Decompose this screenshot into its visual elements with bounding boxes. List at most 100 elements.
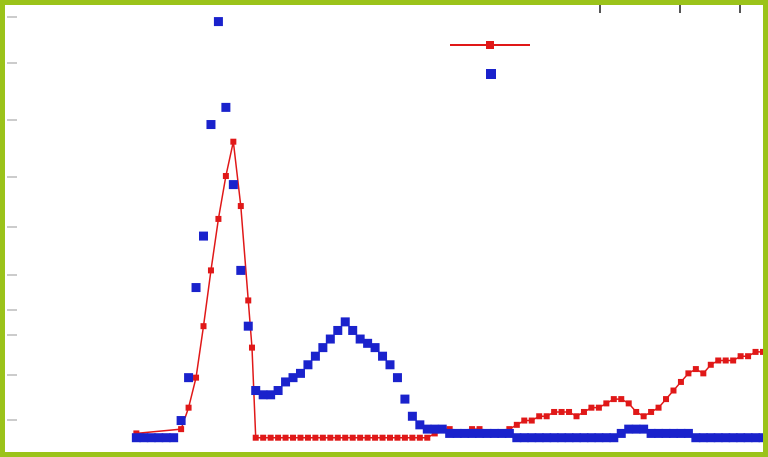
- series-1-point-29: [348, 325, 358, 335]
- series-1-point-26: [325, 334, 335, 344]
- series-0-point-31: [394, 434, 401, 441]
- series-1-point-1: [139, 433, 149, 443]
- series-1-point-20: [281, 377, 291, 387]
- series-1-point-67: [631, 424, 641, 434]
- series-1-point-56: [549, 433, 559, 443]
- series-1-point-80: [728, 433, 738, 443]
- series-1-point-48: [489, 428, 499, 438]
- series-1-point-27: [333, 325, 343, 335]
- series-0-point-9: [237, 203, 244, 210]
- series-0-point-51: [543, 413, 550, 420]
- series-0-point-12: [252, 434, 259, 441]
- series-1-point-52: [519, 433, 529, 443]
- series-0-point-71: [692, 366, 699, 373]
- series-0-point-32: [401, 434, 408, 441]
- series-1-point-73: [676, 428, 686, 438]
- series-0-point-24: [342, 434, 349, 441]
- series-0-point-10: [245, 297, 252, 304]
- series-1-point-57: [557, 433, 567, 443]
- series-1-point-65: [616, 428, 626, 438]
- series-1-point-54: [534, 433, 544, 443]
- series-0-point-52: [551, 408, 558, 415]
- series-0-point-23: [334, 434, 341, 441]
- series-0-point-13: [260, 434, 267, 441]
- series-1-point-77: [706, 433, 716, 443]
- legend-series-0-marker: [486, 41, 494, 49]
- series-1-point-33: [378, 351, 388, 361]
- series-0-point-29: [379, 434, 386, 441]
- series-1-point-40: [430, 424, 440, 434]
- series-1-point-19: [273, 386, 283, 396]
- series-0-point-28: [372, 434, 379, 441]
- series-0-point-8: [230, 138, 237, 145]
- series-0-point-7: [222, 173, 229, 180]
- series-1-point-83: [751, 433, 761, 443]
- series-0-point-72: [700, 370, 707, 377]
- legend-series-1-marker: [486, 69, 496, 79]
- series-1-point-38: [415, 420, 425, 430]
- series-0-point-16: [282, 434, 289, 441]
- series-1-point-28: [340, 317, 350, 327]
- series-1-point-3: [154, 433, 164, 443]
- series-0-point-20: [312, 434, 319, 441]
- series-0-point-17: [290, 434, 297, 441]
- series-0-point-80: [760, 348, 763, 355]
- series-0-point-78: [745, 353, 752, 360]
- series-0-point-35: [424, 434, 431, 441]
- series-1-point-21: [288, 373, 298, 383]
- series-1-point-76: [698, 433, 708, 443]
- series-1-point-8: [191, 283, 201, 293]
- series-1-point-64: [609, 433, 619, 443]
- series-1-point-13: [228, 180, 238, 190]
- series-1-point-45: [467, 428, 477, 438]
- series-0-point-6: [215, 215, 222, 222]
- series-1-point-12: [221, 102, 231, 112]
- series-1-point-49: [497, 428, 507, 438]
- series-1-point-37: [407, 411, 417, 421]
- series-0-point-58: [595, 404, 602, 411]
- series-0-point-5: [207, 267, 214, 274]
- series-1-point-11: [213, 17, 223, 27]
- series-1-point-14: [236, 265, 246, 275]
- series-0-point-3: [193, 374, 200, 381]
- series-1-point-81: [736, 433, 746, 443]
- series-1-point-32: [370, 343, 380, 353]
- series-1-point-16: [251, 386, 261, 396]
- series-1-point-6: [176, 416, 186, 426]
- series-0-point-77: [737, 353, 744, 360]
- series-0-point-15: [275, 434, 282, 441]
- series-1-point-7: [184, 373, 194, 383]
- series-1-point-15: [243, 321, 253, 331]
- series-1-point-61: [586, 433, 596, 443]
- series-1-point-0: [131, 433, 141, 443]
- series-0-point-11: [248, 344, 255, 351]
- series-0-point-25: [349, 434, 356, 441]
- series-0-point-65: [648, 408, 655, 415]
- series-0-point-57: [588, 404, 595, 411]
- series-1-point-30: [355, 334, 365, 344]
- series-1-point-18: [266, 390, 276, 400]
- series-1-point-71: [661, 428, 671, 438]
- series-0-point-62: [625, 400, 632, 407]
- series-1-point-46: [475, 428, 485, 438]
- series-1-point-43: [452, 428, 462, 438]
- series-0-point-1: [178, 426, 185, 433]
- series-1-point-2: [146, 433, 156, 443]
- series-0-point-66: [655, 404, 662, 411]
- series-1-point-5: [169, 433, 179, 443]
- series-1-point-44: [460, 428, 470, 438]
- series-1-point-39: [422, 424, 432, 434]
- series-1-point-35: [392, 373, 402, 383]
- series-1-point-23: [303, 360, 313, 370]
- series-1-point-25: [318, 343, 328, 353]
- series-1-point-47: [482, 428, 492, 438]
- series-0-point-61: [618, 396, 625, 403]
- series-0-point-67: [663, 396, 670, 403]
- series-0-point-53: [558, 408, 565, 415]
- series-1-point-17: [258, 390, 268, 400]
- series-1-point-42: [445, 428, 455, 438]
- series-1-point-74: [683, 428, 693, 438]
- series-0-point-2: [185, 404, 192, 411]
- series-0-point-68: [670, 387, 677, 394]
- series-0-point-26: [357, 434, 364, 441]
